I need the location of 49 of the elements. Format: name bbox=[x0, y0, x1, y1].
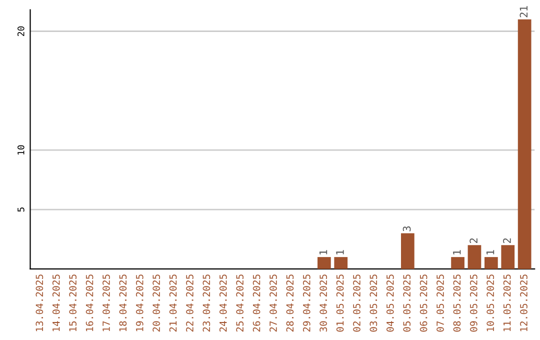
data-label: 21 bbox=[520, 6, 528, 18]
data-label: 1 bbox=[319, 250, 328, 254]
y-tick-label: 5 bbox=[18, 208, 24, 212]
bar bbox=[518, 19, 532, 269]
data-label: 2 bbox=[503, 238, 511, 244]
y-tick-label: 20 bbox=[17, 26, 24, 36]
x-tick-label: 20.04.2025 bbox=[152, 274, 160, 332]
x-tick-label: 05.05.2025 bbox=[403, 274, 411, 332]
bar bbox=[468, 245, 482, 269]
x-tick-label: 09.05.2025 bbox=[470, 274, 478, 332]
data-label: 1 bbox=[453, 250, 461, 254]
bar bbox=[334, 257, 348, 269]
data-label: 3 bbox=[402, 226, 411, 232]
x-tick-label: 25.04.2025 bbox=[236, 274, 244, 332]
x-tick-label: 13.04.2025 bbox=[36, 274, 44, 332]
x-tick-label: 22.04.2025 bbox=[186, 274, 194, 332]
x-tick-label: 26.04.2025 bbox=[252, 274, 260, 332]
x-tick-label: 23.04.2025 bbox=[202, 274, 210, 332]
x-tick-label: 29.04.2025 bbox=[302, 274, 310, 332]
bar bbox=[501, 245, 515, 269]
x-tick-label: 28.04.2025 bbox=[286, 274, 294, 332]
bar bbox=[317, 257, 331, 269]
bar bbox=[400, 233, 414, 269]
x-tick-label: 14.04.2025 bbox=[52, 274, 60, 332]
x-tick-label: 07.05.2025 bbox=[436, 274, 444, 332]
x-tick-label: 02.05.2025 bbox=[353, 274, 360, 332]
x-tick-label: 11.05.2025 bbox=[503, 274, 511, 332]
x-tick-label: 08.05.2025 bbox=[453, 274, 461, 332]
x-tick-label: 03.05.2025 bbox=[370, 274, 378, 332]
x-tick-label: 04.05.2025 bbox=[386, 274, 394, 332]
bar bbox=[484, 257, 498, 269]
x-tick-label: 30.04.2025 bbox=[320, 274, 328, 332]
x-tick-label: 27.04.2025 bbox=[270, 274, 277, 332]
x-tick-label: 01.05.2025 bbox=[336, 274, 344, 332]
x-tick-label: 17.04.2025 bbox=[102, 274, 110, 332]
x-tick-label: 18.04.2025 bbox=[119, 274, 127, 332]
data-label: 2 bbox=[470, 238, 478, 244]
bar bbox=[451, 257, 464, 269]
data-label: 1 bbox=[336, 250, 344, 254]
x-tick-label: 06.05.2025 bbox=[420, 274, 428, 332]
x-tick-label: 19.04.2025 bbox=[136, 274, 144, 332]
data-label: 1 bbox=[486, 250, 494, 254]
x-tick-label: 24.04.2025 bbox=[219, 274, 227, 332]
x-tick-label: 12.05.2025 bbox=[520, 274, 528, 332]
x-tick-label: 15.04.2025 bbox=[69, 274, 77, 332]
y-tick-label: 10 bbox=[17, 145, 24, 154]
x-tick-label: 21.04.2025 bbox=[169, 274, 177, 332]
x-tick-label: 16.04.2025 bbox=[86, 274, 94, 332]
x-tick-label: 10.05.2025 bbox=[486, 274, 494, 332]
